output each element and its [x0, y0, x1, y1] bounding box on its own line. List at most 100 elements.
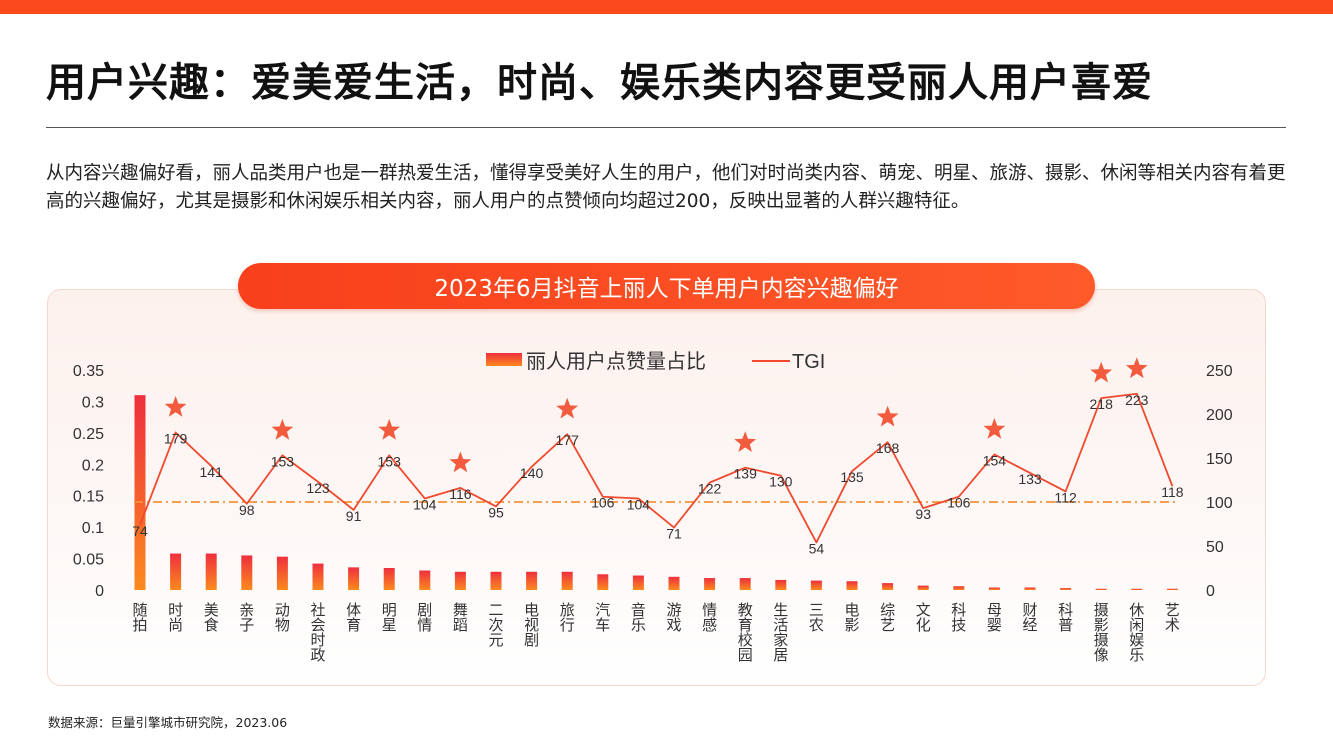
x-category-label: 文化: [916, 602, 931, 634]
chart-panel: [47, 289, 1266, 686]
bar: [276, 556, 288, 590]
x-category-label: 科普: [1058, 602, 1073, 634]
bar: [953, 586, 965, 590]
y-right-tick-label: 0: [1206, 583, 1215, 600]
highlight-star-icon: [449, 451, 472, 473]
x-category-label: 生活家居: [773, 602, 788, 664]
y-right-tick-label: 150: [1206, 451, 1233, 468]
bar: [917, 585, 929, 590]
tgi-data-label: 74: [132, 523, 148, 539]
bar: [988, 587, 1000, 590]
tgi-data-label: 130: [769, 474, 793, 490]
x-category-label: 游戏: [666, 602, 681, 634]
bar: [1166, 588, 1178, 590]
tgi-series-line: [139, 392, 1174, 544]
tgi-data-label: 133: [1018, 471, 1042, 487]
tgi-data-label: 116: [449, 486, 472, 502]
legend-bar-label: 丽人用户点赞量占比: [526, 350, 706, 373]
y-left-tick-label: 0.35: [73, 363, 104, 380]
x-category-label: 社会时政: [310, 602, 325, 664]
bar: [668, 576, 680, 590]
bar: [846, 581, 858, 590]
highlight-star-icon: [983, 418, 1006, 439]
x-category-label: 动物: [275, 602, 290, 634]
bar: [419, 570, 431, 590]
x-category-label: 亲子: [239, 602, 254, 634]
x-category-label: 体育: [346, 602, 361, 634]
bar: [597, 574, 609, 590]
y-right-tick-label: 100: [1206, 495, 1233, 512]
y-left-tick-label: 0.15: [73, 489, 104, 506]
tgi-data-label: 104: [627, 496, 651, 512]
x-category-label: 母婴: [987, 602, 1002, 634]
description-text: 从内容兴趣偏好看，丽人品类用户也是一群热爱生活，懂得享受美好人生的用户，他们对时…: [46, 163, 1286, 212]
chart-title: 2023年6月抖音上丽人下单用户内容兴趣偏好: [238, 263, 1095, 309]
bar: [241, 555, 253, 590]
tgi-data-label: 153: [271, 453, 295, 469]
tgi-data-label: 71: [666, 526, 682, 542]
bar: [383, 568, 395, 590]
tgi-data-label: 104: [413, 496, 437, 512]
x-category-label: 音乐: [631, 602, 646, 634]
y-left-tick-label: 0.05: [73, 552, 104, 569]
highlight-star-icon: [734, 431, 757, 452]
x-category-label: 二次元: [488, 602, 503, 649]
x-category-label: 艺术: [1165, 602, 1180, 634]
bar: [882, 583, 894, 590]
y-left-tick-label: 0.1: [82, 520, 104, 537]
bar: [526, 571, 538, 590]
tgi-data-label: 218: [1090, 396, 1114, 412]
tgi-data-label: 141: [200, 464, 224, 480]
x-category-label: 时尚: [168, 602, 183, 634]
y-right-tick-label: 200: [1206, 407, 1233, 424]
x-category-label: 电影: [844, 602, 859, 634]
tgi-data-label: 139: [734, 466, 758, 482]
bar: [170, 553, 182, 590]
x-category-label: 舞蹈: [453, 602, 468, 634]
bar: [704, 578, 716, 590]
legend-bar-swatch: [486, 353, 522, 366]
x-category-label: 电视剧: [524, 602, 539, 649]
y-left-tick-label: 0.25: [73, 426, 104, 443]
highlight-star-icon: [1090, 361, 1113, 383]
bar: [1024, 587, 1036, 590]
tgi-data-label: 91: [346, 508, 362, 524]
bar: [1131, 588, 1143, 590]
x-category-label: 休闲娱乐: [1129, 602, 1144, 664]
legend-line-label: TGI: [792, 351, 825, 373]
x-category-label: 汽车: [595, 602, 610, 634]
bar: [490, 571, 502, 590]
x-category-label: 剧情: [417, 602, 432, 634]
bar: [205, 553, 217, 590]
x-category-label: 情感: [702, 602, 717, 634]
y-left-tick-label: 0.2: [82, 457, 104, 474]
x-category-label: 随拍: [132, 602, 147, 634]
tgi-data-label: 95: [488, 504, 504, 520]
data-source: 数据来源：巨量引擎城市研究院，2023.06: [48, 715, 288, 730]
highlight-star-icon: [271, 418, 294, 440]
tgi-data-label: 135: [840, 469, 864, 485]
bar: [1095, 588, 1107, 590]
bar: [348, 567, 360, 590]
tgi-data-label: 177: [556, 432, 580, 448]
bar: [561, 571, 573, 590]
y-right-tick-label: 50: [1206, 539, 1224, 556]
highlight-star-icon: [378, 418, 401, 440]
highlight-star-icon: [164, 396, 187, 417]
bar: [739, 578, 751, 590]
page-title: 用户兴趣：爱美爱生活，时尚、娱乐类内容更受丽人用户喜爱: [46, 60, 1153, 106]
title-divider: [46, 127, 1286, 128]
tgi-data-label: 93: [915, 506, 931, 522]
highlight-star-icon: [556, 397, 579, 419]
x-category-label: 科技: [951, 602, 966, 634]
tgi-data-label: 106: [947, 495, 971, 511]
bar: [1060, 588, 1072, 590]
highlight-star-icon: [876, 405, 899, 427]
bar: [312, 563, 324, 590]
tgi-data-label: 154: [983, 452, 1007, 468]
x-category-label: 旅行: [560, 602, 575, 634]
bar: [775, 579, 787, 590]
y-right-tick-label: 250: [1206, 363, 1233, 380]
tgi-data-label: 179: [164, 430, 188, 446]
